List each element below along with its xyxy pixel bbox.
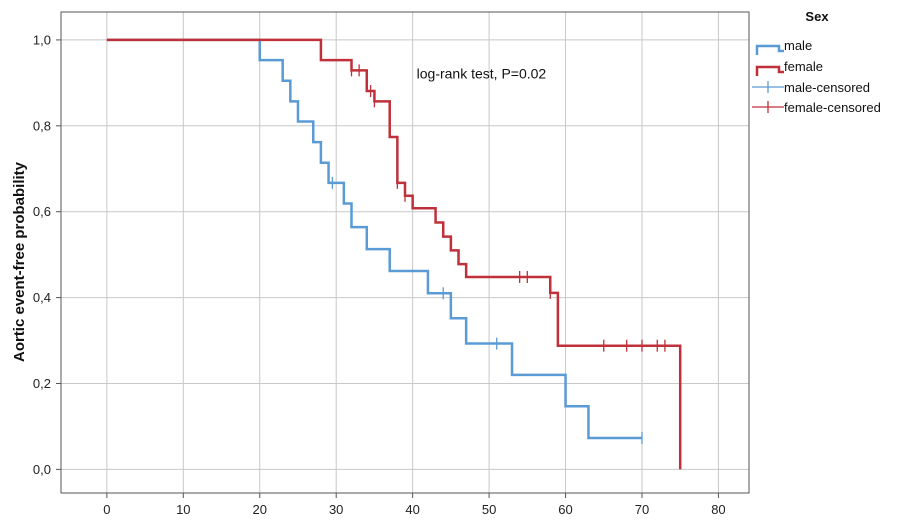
legend-symbol-female — [755, 65, 784, 76]
legend-symbol-male-censored — [752, 81, 784, 93]
legend-symbol-male — [755, 44, 784, 55]
plot-frame — [60, 11, 750, 494]
x-tick-label: 80 — [711, 502, 725, 517]
x-tick-label: 50 — [482, 502, 496, 517]
y-tick-label: 0,8 — [33, 118, 51, 133]
y-axis-ticks: 0,0 0,2 0,4 0,6 0,8 1,0 — [33, 32, 61, 477]
x-tick-label: 60 — [558, 502, 572, 517]
legend: Sex male female male-censored female-cen… — [752, 9, 881, 115]
y-tick-label: 0,4 — [33, 290, 51, 305]
survival-curve-male — [106, 38, 642, 440]
y-tick-label: 0,6 — [33, 204, 51, 219]
legend-title: Sex — [805, 9, 829, 24]
x-tick-label: 40 — [405, 502, 419, 517]
y-tick-label: 1,0 — [33, 32, 51, 47]
survival-curve-female — [106, 38, 682, 470]
legend-item-female: female — [755, 59, 823, 76]
x-tick-label: 30 — [329, 502, 343, 517]
x-tick-label: 20 — [253, 502, 267, 517]
legend-item-female-censored: female-censored — [752, 100, 881, 115]
y-axis-label: Aortic event-free probability — [11, 161, 28, 362]
legend-item-male-censored: male-censored — [752, 80, 870, 95]
x-tick-label: 10 — [176, 502, 190, 517]
x-tick-label: 70 — [635, 502, 649, 517]
legend-symbol-female-censored — [752, 101, 784, 113]
logrank-annotation: log-rank test, P=0.02 — [417, 66, 547, 82]
x-tick-label: 0 — [103, 502, 110, 517]
legend-label-male: male — [784, 38, 812, 53]
legend-label-female-censored: female-censored — [784, 100, 881, 115]
series-layer — [106, 38, 682, 470]
legend-label-male-censored: male-censored — [784, 80, 870, 95]
legend-item-male: male — [755, 38, 812, 55]
legend-label-female: female — [784, 59, 823, 74]
y-tick-label: 0,0 — [33, 462, 51, 477]
x-axis-ticks: 0 10 20 30 40 50 60 70 80 — [103, 493, 726, 517]
grid-lines — [61, 12, 749, 493]
y-tick-label: 0,2 — [33, 376, 51, 391]
